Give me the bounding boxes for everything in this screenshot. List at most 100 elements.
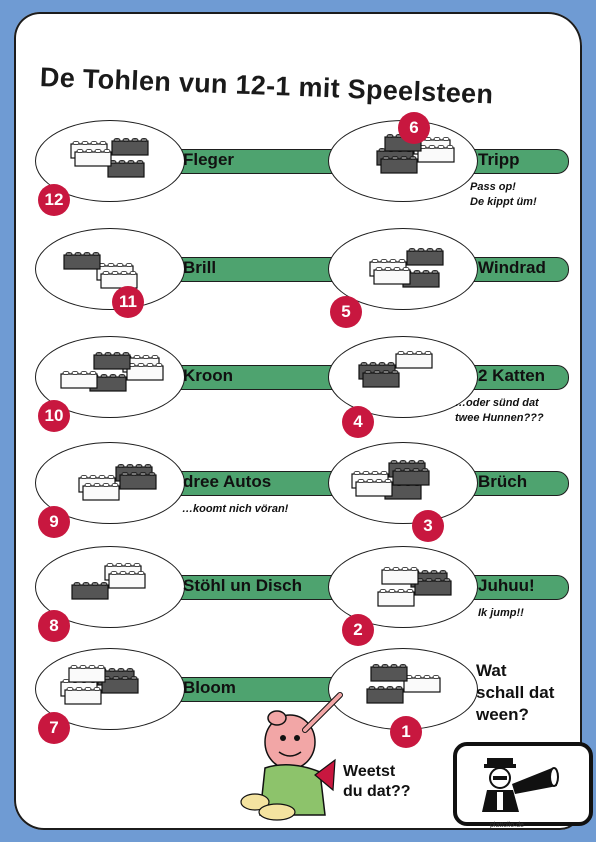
brick xyxy=(63,254,101,270)
brick-stud xyxy=(76,148,84,153)
brick-stud xyxy=(381,664,389,669)
number-badge: 10 xyxy=(38,400,70,432)
row-note: De kippt üm! xyxy=(470,196,537,208)
brick-stud xyxy=(417,460,425,465)
brick-stud xyxy=(72,140,80,145)
brick-stud xyxy=(71,370,79,375)
brick-stud xyxy=(151,354,159,359)
brick-stud xyxy=(80,474,88,479)
row-note: …koomt nich vöran! xyxy=(182,503,289,515)
brick-stud xyxy=(120,271,128,276)
brick-stud xyxy=(399,664,407,669)
brick-stud xyxy=(382,155,390,160)
picture-oval-right xyxy=(328,336,478,418)
brick-stud xyxy=(121,675,129,680)
brick-stud xyxy=(113,352,121,357)
brick-stud xyxy=(75,686,83,691)
brick-stud xyxy=(124,563,132,568)
brick-stud xyxy=(65,251,73,256)
number-row: Kroon 2 Katten 10 4 …oder sünd dat twee Hunne… xyxy=(0,326,596,438)
picture-oval-right xyxy=(328,442,478,524)
brick-stud xyxy=(378,361,386,366)
brick-stud xyxy=(100,373,108,378)
picture-oval-right xyxy=(328,648,478,730)
brick xyxy=(60,373,98,389)
brick-stud xyxy=(117,667,125,672)
brick-stud xyxy=(386,685,394,690)
brick-stud xyxy=(131,138,139,143)
brick-stud xyxy=(62,370,70,375)
brick-stud xyxy=(88,665,96,670)
brick-stud xyxy=(399,460,407,465)
brick-stud xyxy=(389,258,397,263)
row-note: twee Hunnen??? xyxy=(455,412,544,424)
brick-stud xyxy=(97,665,105,670)
brick-stud xyxy=(414,674,422,679)
row-label-left: Brill xyxy=(183,258,217,277)
brick-stud xyxy=(133,563,141,568)
brick xyxy=(119,474,157,490)
brick-stud xyxy=(400,155,408,160)
brick-stud xyxy=(83,251,91,256)
brick-stud xyxy=(421,467,429,472)
brick-stud xyxy=(100,581,108,586)
brick-stud xyxy=(383,566,391,571)
brick xyxy=(392,470,430,486)
brick-stud xyxy=(70,665,78,670)
brick-stud xyxy=(111,482,119,487)
brick-stud xyxy=(102,271,110,276)
brick-stud xyxy=(98,474,106,479)
brick-stud xyxy=(373,369,381,374)
brick xyxy=(126,365,164,381)
row-label-right: Juhuu! xyxy=(478,576,535,595)
number-badge: 6 xyxy=(398,112,430,144)
brick-stud xyxy=(421,569,429,574)
brick-stud xyxy=(80,370,88,375)
brick-stud xyxy=(91,581,99,586)
picture-oval-right xyxy=(328,546,478,628)
brick xyxy=(381,569,419,585)
bricks-illustration xyxy=(377,566,452,607)
brick xyxy=(377,591,415,607)
brick-stud xyxy=(401,566,409,571)
brick-stud xyxy=(92,251,100,256)
number-badge: 5 xyxy=(330,296,362,328)
brick xyxy=(373,269,411,285)
number-row: dree Autos Brüch 9 3 …koomt nich vöran! xyxy=(0,432,596,542)
brick-stud xyxy=(379,589,387,594)
brick-stud xyxy=(442,137,450,142)
brick-stud xyxy=(146,362,154,367)
row-label-right: 2 Katten xyxy=(478,366,546,385)
brick-stud xyxy=(408,460,416,465)
number-badge: 7 xyxy=(38,712,70,744)
bricks-illustration xyxy=(366,664,441,704)
brick-stud xyxy=(388,589,396,594)
brick-stud xyxy=(115,563,123,568)
number-row: Fleger Tripp 12 6 Pass op! De kippt üm! xyxy=(0,110,596,216)
brick-stud xyxy=(393,266,401,271)
number-badge: 1 xyxy=(390,716,422,748)
brick-stud xyxy=(394,467,402,472)
brick-stud xyxy=(353,470,361,475)
row-note: Pass op! xyxy=(470,181,516,193)
brick-stud xyxy=(380,470,388,475)
bricks-illustration xyxy=(63,251,138,289)
brick-stud xyxy=(364,369,372,374)
brick-stud xyxy=(84,686,92,691)
number-badge: 11 xyxy=(112,286,144,318)
brick-stud xyxy=(107,262,115,267)
brick-stud xyxy=(129,271,137,276)
brick-stud xyxy=(130,471,138,476)
number-row: Stöhl un Disch Juhuu! 8 2 Ik jump!! xyxy=(0,536,596,646)
brick-stud xyxy=(384,266,392,271)
brick-stud xyxy=(144,463,152,468)
green-bar-right xyxy=(460,149,569,174)
brick-stud xyxy=(422,269,430,274)
brick-stud xyxy=(412,467,420,472)
picture-oval-left xyxy=(35,228,185,310)
brick-stud xyxy=(108,667,116,672)
brick-stud xyxy=(111,271,119,276)
brick-stud xyxy=(90,140,98,145)
brick-stud xyxy=(380,258,388,263)
brick-stud xyxy=(432,674,440,679)
